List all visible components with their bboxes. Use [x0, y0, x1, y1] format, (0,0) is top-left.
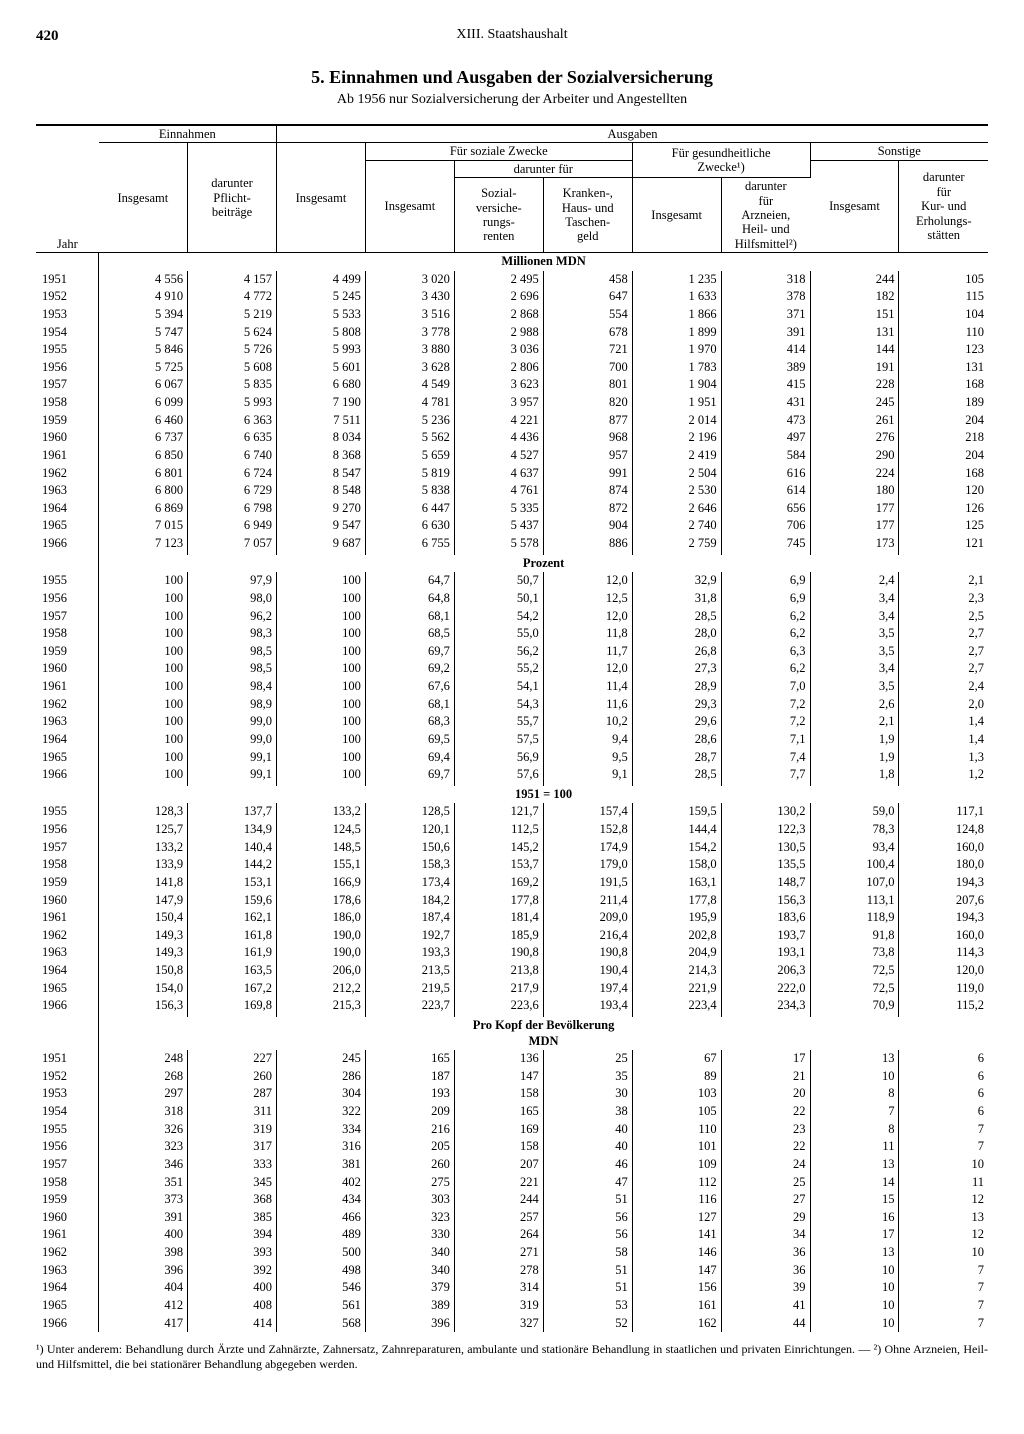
table-row: 195910098,510069,756,211,726,86,33,52,7: [36, 643, 988, 661]
table-row: 19646 8696 7989 2706 4475 3358722 646656…: [36, 500, 988, 518]
table-row: 1955326319334216169401102387: [36, 1121, 988, 1139]
table-row: 19563233173162051584010122117: [36, 1138, 988, 1156]
table-row: 196610099,110069,757,69,128,57,71,81,2: [36, 766, 988, 784]
table-row: 195610098,010064,850,112,531,86,93,42,3: [36, 590, 988, 608]
table-row: 19545 7475 6245 8083 7782 9886781 899391…: [36, 324, 988, 342]
col-sonstige: Sonstige: [810, 143, 988, 160]
table-row: 1951248227245165136256717136: [36, 1050, 988, 1068]
chapter-heading: XIII. Staatshaushalt: [36, 27, 988, 43]
col-arznei: darunterfürArzneien,Heil- undHilfsmittel…: [721, 178, 810, 253]
table-row: 19636 8006 7298 5485 8384 7618742 530614…: [36, 482, 988, 500]
table-row: 19657 0156 9499 5476 6305 4379042 740706…: [36, 517, 988, 535]
table-row: 195835134540227522147112251411: [36, 1174, 988, 1192]
table-row: 19654124085613893195316141107: [36, 1297, 988, 1315]
col-pflicht: darunterPflicht-beiträge: [188, 143, 277, 253]
table-row: 195710096,210068,154,212,028,56,23,42,5: [36, 608, 988, 626]
table-row: 19606 7376 6358 0345 5624 4369682 196497…: [36, 429, 988, 447]
col-kranken: Kranken-,Haus- undTaschen-geld: [543, 178, 632, 253]
col-einnahmen: Einnahmen: [99, 125, 277, 143]
table-row: 1957133,2140,4148,5150,6145,2174,9154,21…: [36, 839, 988, 857]
table-row: 196140039448933026456141341712: [36, 1226, 988, 1244]
table-row: 195810098,310068,555,011,828,06,23,52,7: [36, 625, 988, 643]
table-row: 19524 9104 7725 2453 4302 6966471 633378…: [36, 288, 988, 306]
table-row: 1954318311322209165381052276: [36, 1103, 988, 1121]
table-row: 196110098,410067,654,111,428,97,03,52,4: [36, 678, 988, 696]
col-gesund: Für gesundheitlicheZwecke¹): [632, 143, 810, 178]
col-year: Jahr: [36, 125, 99, 253]
col-ges-insg: Insgesamt: [632, 178, 721, 253]
table-row: 1962149,3161,8190,0192,7185,9216,4202,81…: [36, 927, 988, 945]
table-row: 196210098,910068,154,311,629,37,22,62,0: [36, 696, 988, 714]
table-row: 1956125,7134,9124,5120,1112,5152,8144,41…: [36, 821, 988, 839]
table-row: 19667 1237 0579 6876 7555 5788862 759745…: [36, 535, 988, 553]
table-row: 1964150,8163,5206,0213,5213,8190,4214,32…: [36, 962, 988, 980]
table-row: 1965154,0167,2212,2219,5217,9197,4221,92…: [36, 980, 988, 998]
col-ausgaben: Ausgaben: [277, 125, 989, 143]
col-ein-insg: Insgesamt: [99, 143, 188, 253]
page-title: 5. Einnahmen und Ausgaben der Sozialvers…: [36, 67, 988, 88]
table-row: 1961150,4162,1186,0187,4181,4209,0195,91…: [36, 909, 988, 927]
table-row: 1953297287304193158301032086: [36, 1085, 988, 1103]
table-row: 19633963924983402785114736107: [36, 1262, 988, 1280]
table-row: 19535 3945 2195 5333 5162 8685541 866371…: [36, 306, 988, 324]
table-row: 195510097,910064,750,712,032,96,92,42,1: [36, 572, 988, 590]
col-soz-insg: Insgesamt: [365, 160, 454, 252]
page-subtitle: Ab 1956 nur Sozialversicherung der Arbei…: [36, 92, 988, 108]
table-row: 195937336843430324451116271512: [36, 1191, 988, 1209]
col-renten: Sozial-versiche-rungs-renten: [454, 178, 543, 253]
table-row: 1959141,8153,1166,9173,4169,2191,5163,11…: [36, 874, 988, 892]
col-soziale: Für soziale Zwecke: [365, 143, 632, 160]
table-row: 19586 0995 9937 1904 7813 9578201 951431…: [36, 394, 988, 412]
table-row: 19616 8506 7408 3685 6594 5279572 419584…: [36, 447, 988, 465]
footnotes: ¹) Unter anderem: Behandlung durch Ärzte…: [36, 1342, 988, 1372]
table-row: 1958133,9144,2155,1158,3153,7179,0158,01…: [36, 856, 988, 874]
table-row: 196010098,510069,255,212,027,36,23,42,7: [36, 660, 988, 678]
table-row: 19644044005463793145115639107: [36, 1279, 988, 1297]
table-row: 196410099,010069,557,59,428,67,11,91,4: [36, 731, 988, 749]
table-row: 1960147,9159,6178,6184,2177,8211,4177,81…: [36, 892, 988, 910]
table-row: 1955128,3137,7133,2128,5121,7157,4159,51…: [36, 803, 988, 821]
table-row: 19555 8465 7265 9933 8803 0367211 970414…: [36, 341, 988, 359]
table-row: 19514 5564 1574 4993 0202 4954581 235318…: [36, 271, 988, 289]
col-darunter: darunter für: [454, 160, 632, 177]
table-row: 19664174145683963275216244107: [36, 1315, 988, 1333]
table-row: 196239839350034027158146361310: [36, 1244, 988, 1262]
table-row: 196310099,010068,355,710,229,67,22,11,4: [36, 713, 988, 731]
col-ausg-insg: Insgesamt: [277, 143, 366, 253]
social-insurance-table: Jahr Einnahmen Ausgaben Insgesamt darunt…: [36, 124, 988, 1332]
table-row: 1963149,3161,9190,0193,3190,8190,8204,91…: [36, 944, 988, 962]
table-row: 1952268260286187147358921106: [36, 1068, 988, 1086]
table-row: 196039138546632325756127291613: [36, 1209, 988, 1227]
table-row: 19565 7255 6085 6013 6282 8067001 783389…: [36, 359, 988, 377]
table-row: 1966156,3169,8215,3223,7223,6193,4223,42…: [36, 997, 988, 1015]
table-row: 19576 0675 8356 6804 5493 6238011 904415…: [36, 376, 988, 394]
col-kur: darunterfürKur- undErholungs-stätten: [899, 160, 988, 252]
table-row: 19626 8016 7248 5475 8194 6379912 504616…: [36, 465, 988, 483]
table-row: 196510099,110069,456,99,528,77,41,91,3: [36, 749, 988, 767]
table-row: 19596 4606 3637 5115 2364 2218772 014473…: [36, 412, 988, 430]
col-sonst-insg: Insgesamt: [810, 160, 899, 252]
table-row: 195734633338126020746109241310: [36, 1156, 988, 1174]
